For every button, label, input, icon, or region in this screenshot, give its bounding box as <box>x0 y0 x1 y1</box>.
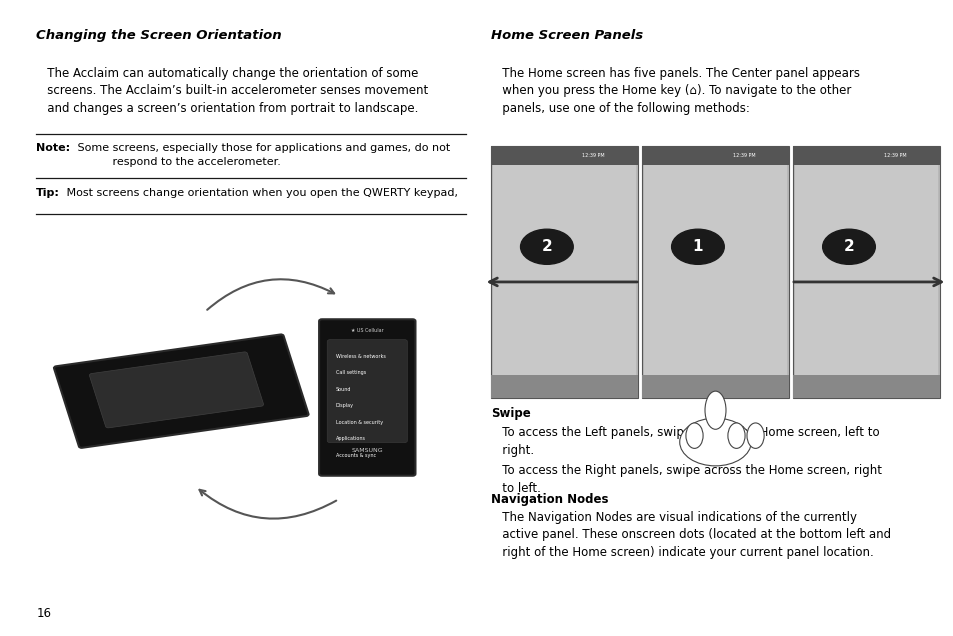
Text: ★ US Cellular: ★ US Cellular <box>351 328 383 333</box>
Text: Applications: Applications <box>335 436 365 441</box>
Text: 12:39 PM: 12:39 PM <box>581 153 604 158</box>
Text: Changing the Screen Orientation: Changing the Screen Orientation <box>36 29 281 41</box>
Bar <box>641 375 788 398</box>
Bar <box>641 146 788 398</box>
Text: Home Screen Panels: Home Screen Panels <box>491 29 642 41</box>
Bar <box>493 165 635 375</box>
Ellipse shape <box>679 418 750 466</box>
Text: Location & security: Location & security <box>335 420 382 425</box>
Ellipse shape <box>704 391 725 429</box>
Bar <box>641 146 788 165</box>
FancyBboxPatch shape <box>90 352 263 428</box>
Circle shape <box>671 229 723 265</box>
Circle shape <box>821 229 875 265</box>
Text: Tip:: Tip: <box>36 188 60 198</box>
FancyBboxPatch shape <box>54 335 308 448</box>
Bar <box>491 146 637 398</box>
Text: 12:39 PM: 12:39 PM <box>733 153 756 158</box>
Text: 2: 2 <box>541 239 552 254</box>
Bar <box>793 375 939 398</box>
Text: Note:: Note: <box>36 143 71 153</box>
Text: Swipe: Swipe <box>491 407 531 420</box>
Bar <box>491 146 637 165</box>
Text: Some screens, especially those for applications and games, do not
           res: Some screens, especially those for appli… <box>74 143 450 167</box>
Bar <box>643 165 786 375</box>
Text: Call settings: Call settings <box>335 370 365 375</box>
Text: SAMSUNG: SAMSUNG <box>351 448 383 453</box>
Text: Accounts & sync: Accounts & sync <box>335 453 375 458</box>
Text: 16: 16 <box>36 607 51 620</box>
Bar <box>793 146 939 398</box>
Text: To access the Right panels, swipe across the Home screen, right
   to left.: To access the Right panels, swipe across… <box>491 464 882 495</box>
Text: The Home screen has five panels. The Center panel appears
   when you press the : The Home screen has five panels. The Cen… <box>491 67 860 114</box>
Text: The Navigation Nodes are visual indications of the currently
   active panel. Th: The Navigation Nodes are visual indicati… <box>491 511 890 558</box>
FancyBboxPatch shape <box>318 319 415 476</box>
Text: 2: 2 <box>842 239 854 254</box>
Bar <box>491 375 637 398</box>
Ellipse shape <box>685 423 702 448</box>
Circle shape <box>520 229 573 265</box>
Text: Navigation Nodes: Navigation Nodes <box>491 493 608 506</box>
Bar <box>793 146 939 165</box>
Text: 1: 1 <box>692 239 702 254</box>
Ellipse shape <box>727 423 744 448</box>
Text: Sound: Sound <box>335 387 351 392</box>
Text: The Acclaim can automatically change the orientation of some
   screens. The Acc: The Acclaim can automatically change the… <box>36 67 428 114</box>
FancyBboxPatch shape <box>327 340 407 443</box>
Ellipse shape <box>746 423 763 448</box>
Text: To access the Left panels, swipe across the Home screen, left to
   right.: To access the Left panels, swipe across … <box>491 426 879 457</box>
Text: Display: Display <box>335 403 354 408</box>
Bar <box>795 165 937 375</box>
Text: Wireless & networks: Wireless & networks <box>335 354 385 359</box>
Text: Most screens change orientation when you open the QWERTY keypad,: Most screens change orientation when you… <box>63 188 457 198</box>
Text: 12:39 PM: 12:39 PM <box>883 153 906 158</box>
